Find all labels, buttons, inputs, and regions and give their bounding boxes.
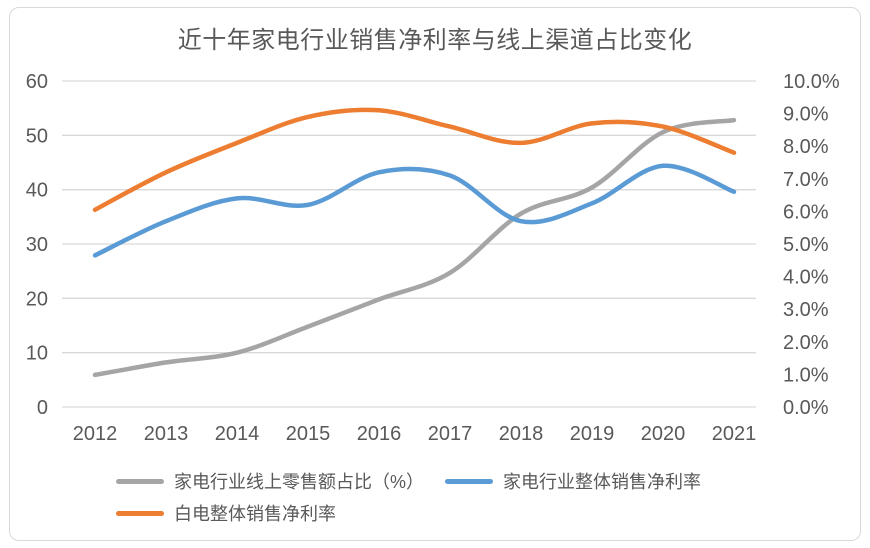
chart-title: 近十年家电行业销售净利率与线上渠道占比变化: [177, 27, 693, 54]
svg-text:6.0%: 6.0%: [783, 201, 829, 223]
svg-text:9.0%: 9.0%: [783, 104, 829, 126]
y-axis-left: 0 10 20 30 40 50 60: [26, 71, 48, 419]
svg-text:0: 0: [37, 397, 48, 419]
legend-label-online-retail-share: 家电行业线上零售额占比（%）: [174, 472, 425, 492]
legend-swatch-white-goods-net-margin: [116, 510, 164, 516]
svg-text:60: 60: [26, 71, 48, 93]
line-online-retail-share: [92, 117, 737, 378]
svg-text:2.0%: 2.0%: [783, 332, 829, 354]
gridlines: [62, 80, 756, 408]
svg-text:2015: 2015: [286, 423, 331, 445]
svg-text:10: 10: [26, 343, 48, 365]
svg-text:8.0%: 8.0%: [783, 136, 829, 158]
svg-text:2017: 2017: [428, 423, 473, 445]
svg-text:5.0%: 5.0%: [783, 234, 829, 256]
svg-text:2016: 2016: [357, 423, 402, 445]
svg-text:10.0%: 10.0%: [783, 71, 840, 93]
svg-text:2020: 2020: [641, 423, 686, 445]
svg-text:2014: 2014: [215, 423, 260, 445]
legend-swatch-online-retail-share: [116, 478, 164, 484]
legend-swatch-appliance-net-margin: [445, 478, 493, 484]
svg-text:2019: 2019: [570, 423, 615, 445]
svg-text:50: 50: [26, 125, 48, 147]
legend-item-online-retail-share: 家电行业线上零售额占比（%）: [116, 470, 424, 492]
svg-text:4.0%: 4.0%: [783, 267, 829, 289]
legend-item-appliance-net-margin: 家电行业整体销售净利率: [445, 470, 701, 492]
y-axis-right: 0.0% 1.0% 2.0% 3.0% 4.0% 5.0% 6.0% 7.0% 8.0% 9.0%…: [783, 71, 840, 419]
svg-text:2021: 2021: [712, 423, 757, 445]
legend-item-white-goods-net-margin: 白电整体销售净利率: [116, 502, 336, 524]
svg-text:2018: 2018: [499, 423, 544, 445]
svg-text:2012: 2012: [73, 423, 118, 445]
svg-text:0.0%: 0.0%: [783, 397, 829, 419]
x-axis: 2012 2013 2014 2015 2016 2017 2018 2019 2020 2021: [73, 423, 757, 445]
svg-text:20: 20: [26, 288, 48, 310]
svg-text:1.0%: 1.0%: [783, 364, 829, 386]
svg-text:3.0%: 3.0%: [783, 299, 829, 321]
svg-text:40: 40: [26, 180, 48, 202]
line-appliance-net-margin: [92, 163, 737, 258]
svg-text:2013: 2013: [144, 423, 189, 445]
svg-text:7.0%: 7.0%: [783, 169, 829, 191]
legend-label-appliance-net-margin: 家电行业整体销售净利率: [503, 472, 701, 492]
svg-text:30: 30: [26, 234, 48, 256]
legend-label-white-goods-net-margin: 白电整体销售净利率: [174, 504, 336, 524]
line-white-goods-net-margin: [92, 107, 737, 213]
chart-card: [9, 7, 861, 541]
